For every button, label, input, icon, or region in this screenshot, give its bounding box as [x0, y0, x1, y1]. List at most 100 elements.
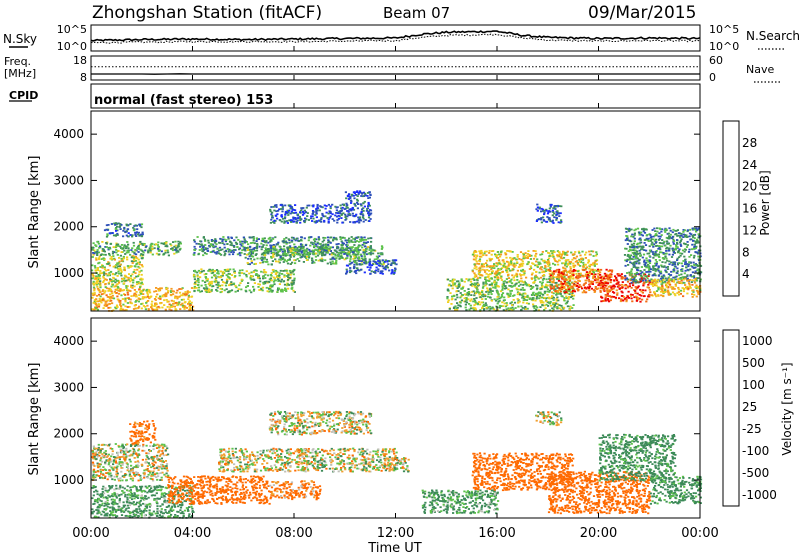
power-cell	[355, 253, 358, 256]
power-cell	[579, 254, 582, 257]
power-cell	[537, 218, 540, 221]
power-cell	[233, 249, 236, 251]
power-cell	[311, 249, 314, 252]
power-cell	[554, 288, 557, 291]
power-cell	[567, 259, 570, 261]
power-cell	[261, 286, 265, 289]
power-cell	[154, 302, 157, 305]
power-cell	[541, 271, 544, 274]
power-cell	[269, 236, 272, 239]
power-cell	[174, 249, 177, 251]
power-cell	[373, 249, 376, 252]
power-cell	[276, 213, 279, 216]
power-cell	[516, 256, 519, 258]
power-cell	[616, 279, 619, 282]
power-cell	[112, 234, 116, 237]
power-cell	[345, 218, 348, 220]
power-cell	[582, 269, 585, 271]
power-cell	[517, 299, 520, 301]
power-cell	[222, 236, 225, 238]
power-cell	[654, 262, 657, 265]
power-cell	[102, 253, 105, 256]
power-cell	[209, 282, 212, 285]
power-cell	[106, 274, 109, 277]
power-cell	[586, 274, 589, 276]
power-cell	[321, 212, 324, 215]
power-cell	[547, 265, 550, 268]
power-cell	[350, 202, 353, 204]
power-cell	[555, 217, 558, 220]
power-cell	[649, 291, 652, 294]
power-cell	[210, 272, 213, 275]
power-cell	[575, 276, 578, 279]
power-cell	[473, 263, 476, 266]
power-cell	[343, 258, 346, 261]
power-cell	[368, 220, 371, 222]
power-cell	[225, 281, 228, 284]
power-cell	[340, 256, 344, 259]
power-cell	[320, 217, 323, 219]
power-cell	[195, 280, 198, 283]
power-cell	[382, 263, 385, 266]
power-cell	[568, 284, 572, 286]
power-cell	[196, 284, 200, 286]
power-cell	[524, 292, 527, 295]
power-cell	[534, 279, 537, 281]
power-cell	[107, 282, 110, 285]
power-cell	[275, 254, 278, 257]
power-cell	[116, 254, 119, 256]
power-cell	[347, 251, 350, 254]
power-cell	[292, 209, 295, 211]
power-cell	[362, 258, 365, 261]
power-cell	[626, 272, 629, 274]
power-cell	[509, 307, 513, 310]
power-cell	[572, 277, 575, 280]
power-cell	[192, 305, 195, 308]
power-cell	[595, 270, 598, 272]
power-cell	[131, 235, 134, 238]
power-cell	[608, 289, 611, 292]
power-cell	[264, 282, 267, 285]
power-cell	[525, 276, 528, 279]
power-cell	[308, 236, 311, 239]
power-cell	[461, 294, 464, 296]
power-cell	[525, 302, 528, 305]
power-cell	[271, 289, 274, 292]
power-cell	[359, 219, 362, 222]
power-cell	[560, 271, 563, 274]
power-cell	[96, 282, 99, 285]
power-cell	[543, 290, 546, 293]
power-cell	[566, 271, 569, 274]
power-cell	[108, 232, 111, 235]
power-cell	[530, 267, 533, 270]
power-cell	[495, 272, 498, 275]
power-cell	[172, 302, 175, 305]
power-cell	[221, 248, 224, 251]
power-cell	[296, 258, 299, 260]
power-cell	[525, 254, 528, 257]
power-cell	[551, 219, 554, 222]
power-cell	[174, 247, 177, 249]
power-cell	[630, 240, 633, 243]
power-cell	[220, 278, 224, 281]
power-cell	[593, 269, 596, 271]
power-cell	[335, 212, 338, 214]
power-cell	[130, 302, 133, 305]
power-cell	[232, 268, 235, 271]
power-cell	[144, 296, 147, 299]
power-cell	[274, 245, 277, 248]
power-cell	[569, 262, 572, 265]
power-cell	[120, 307, 123, 309]
power-cell	[205, 277, 208, 280]
power-cell	[270, 218, 273, 221]
power-cell	[545, 268, 548, 271]
power-cell	[250, 278, 253, 281]
power-cell	[323, 250, 326, 253]
power-cell	[661, 239, 664, 241]
power-cell	[366, 192, 370, 194]
power-cell	[380, 248, 383, 250]
power-cell	[300, 250, 303, 253]
power-cell	[284, 204, 287, 207]
power-cell	[364, 238, 368, 241]
power-cell	[535, 208, 538, 211]
